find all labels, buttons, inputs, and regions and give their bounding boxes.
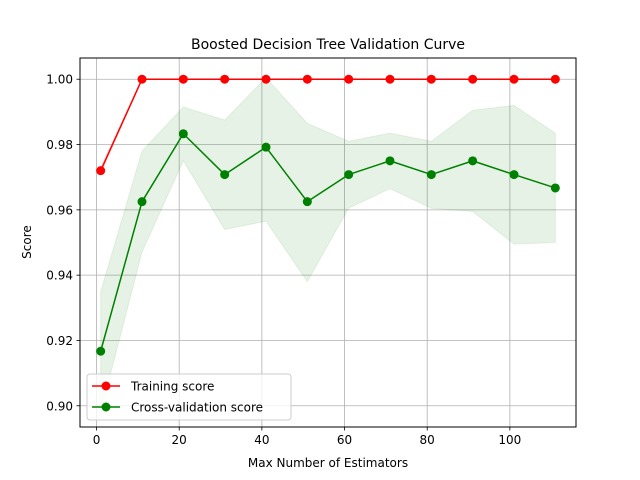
cross-validation-point: [468, 156, 478, 166]
series-lines: [99, 78, 556, 352]
training-point: [385, 74, 395, 84]
y-axis-label: Score: [20, 225, 34, 259]
cross-validation-point: [261, 142, 271, 152]
cross-validation-point: [178, 129, 188, 139]
series-markers: [96, 74, 560, 356]
training-line: [99, 78, 556, 171]
training-point: [509, 74, 519, 84]
training-point: [261, 74, 271, 84]
legend-box: [86, 373, 292, 421]
cross-validation-point: [302, 197, 312, 207]
training-point: [137, 74, 147, 84]
cross-validation-point: [137, 197, 147, 207]
y-tick-label: 0.92: [46, 334, 73, 348]
x-tick-label: 0: [93, 433, 101, 447]
legend-label-cross-validation: Cross-validation score: [131, 401, 263, 415]
training-point: [96, 166, 106, 176]
y-tick-label: 0.96: [46, 203, 73, 217]
x-tick-label: 40: [254, 433, 269, 447]
training-point: [426, 74, 436, 84]
training-point: [344, 74, 354, 84]
legend-swatch-cv-marker: [101, 402, 111, 412]
x-tick-label: 100: [498, 433, 521, 447]
x-tick-label: 80: [420, 433, 435, 447]
training-point: [550, 74, 560, 84]
cross-validation-point: [344, 170, 354, 180]
y-tick-label: 0.90: [46, 399, 73, 413]
cross-validation-point: [96, 346, 106, 356]
legend-label-training: Training score: [130, 380, 214, 394]
x-tick-label: 20: [172, 433, 187, 447]
x-axis-label: Max Number of Estimators: [248, 456, 408, 470]
axis-ticks: 0 20 40 60 80 100 0.90 0.92 0.94 0.96 0.98 1.00: [46, 73, 521, 447]
x-tick-label: 60: [337, 433, 352, 447]
grid: [80, 58, 576, 427]
y-tick-label: 0.98: [46, 138, 73, 152]
cross-validation-point: [426, 170, 436, 180]
training-point: [302, 74, 312, 84]
cross-validation-point: [220, 170, 230, 180]
y-tick-label: 0.94: [46, 269, 73, 283]
cross-validation-point: [550, 183, 560, 193]
cross-validation-line: [99, 133, 556, 352]
cross-validation-point: [385, 156, 395, 166]
chart-title: Boosted Decision Tree Validation Curve: [191, 37, 465, 53]
y-tick-label: 1.00: [46, 73, 73, 87]
training-point: [468, 74, 478, 84]
training-point: [220, 74, 230, 84]
plot-frame: [79, 57, 577, 428]
training-point: [178, 74, 188, 84]
cross-validation-point: [509, 170, 519, 180]
legend: Training score Cross-validation score: [86, 373, 292, 421]
legend-swatch-training-marker: [101, 381, 111, 391]
